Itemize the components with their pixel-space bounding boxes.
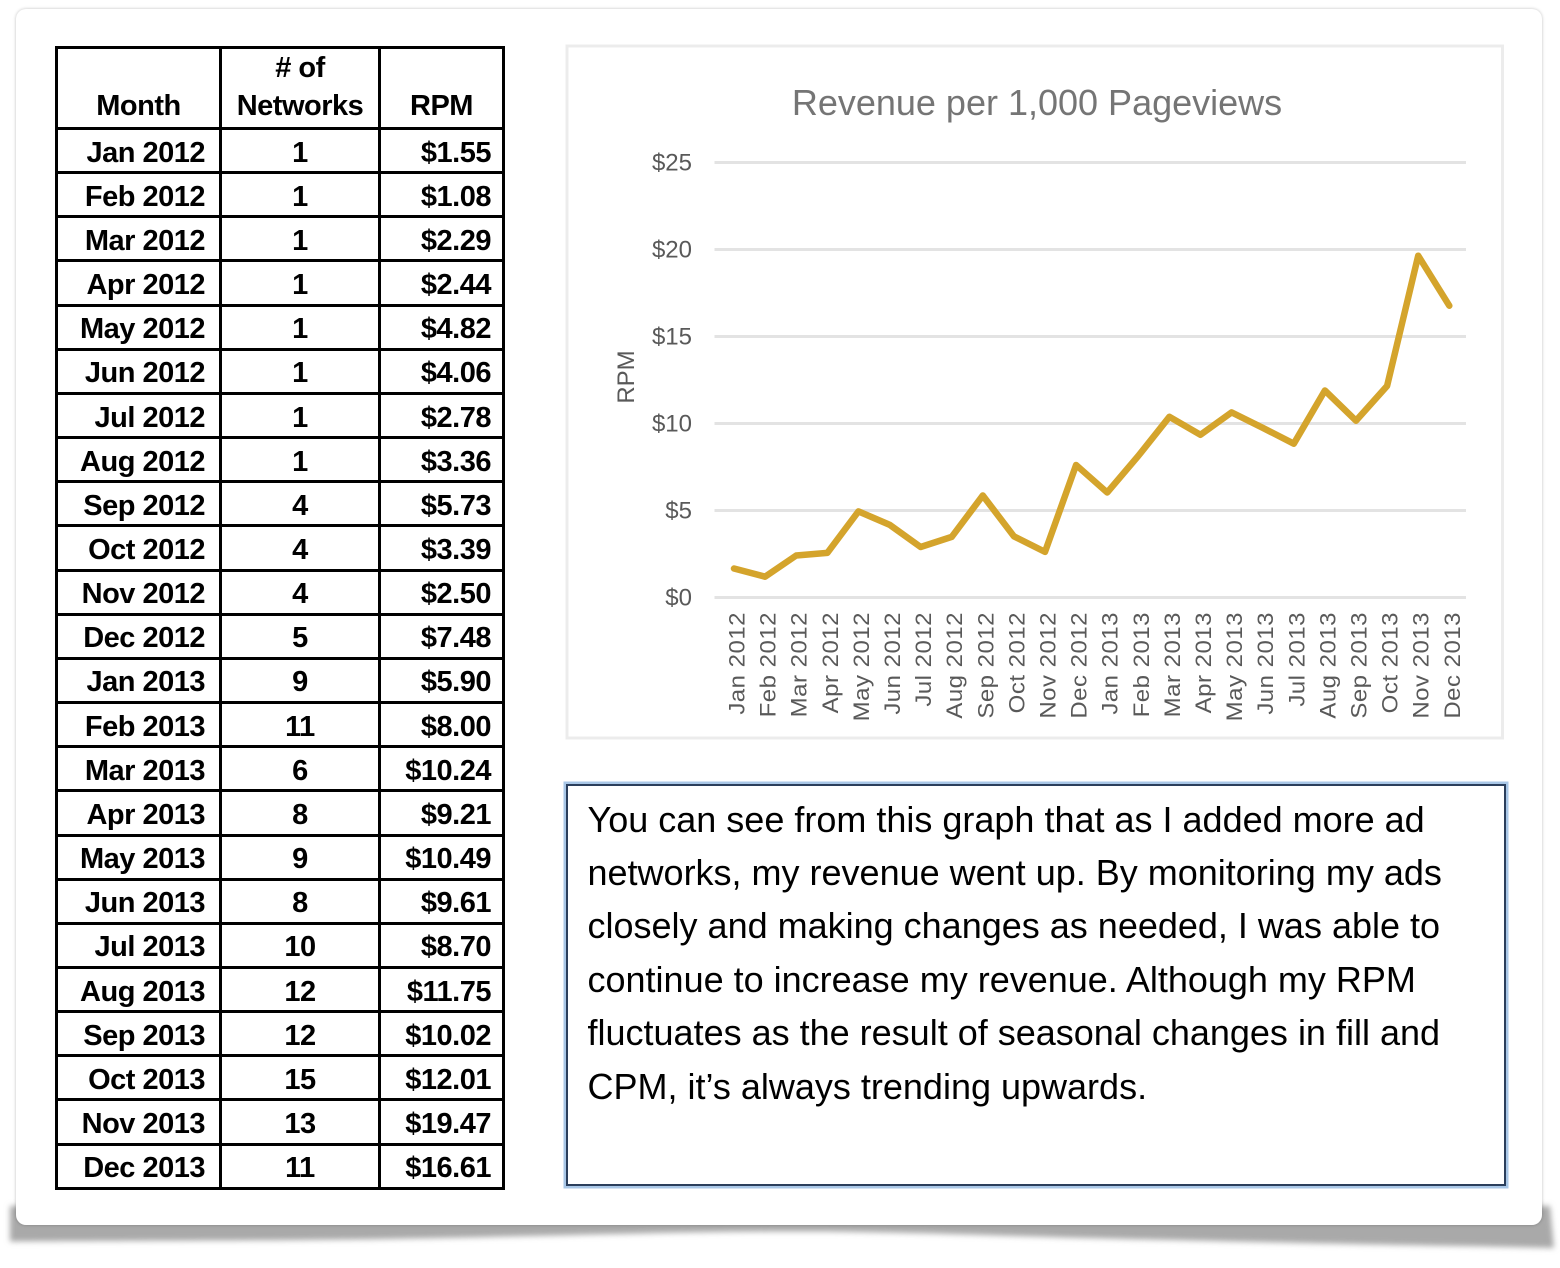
svg-text:Jun 2013: Jun 2013 (1253, 612, 1278, 715)
svg-text:Oct 2013: Oct 2013 (1377, 612, 1402, 713)
svg-text:Jan 2012: Jan 2012 (724, 612, 749, 715)
svg-text:Nov 2013: Nov 2013 (1408, 612, 1433, 719)
svg-text:$25: $25 (652, 150, 692, 177)
svg-text:Dec 2013: Dec 2013 (1440, 612, 1465, 719)
svg-text:Jan 2013: Jan 2013 (1097, 612, 1122, 715)
svg-text:$0: $0 (665, 585, 692, 612)
svg-text:Revenue per 1,000 Pageviews: Revenue per 1,000 Pageviews (792, 82, 1282, 123)
svg-text:Mar 2013: Mar 2013 (1160, 612, 1185, 717)
svg-text:Apr 2012: Apr 2012 (818, 612, 843, 713)
svg-text:Jul 2013: Jul 2013 (1284, 612, 1309, 707)
svg-text:$10: $10 (652, 411, 692, 438)
svg-text:Sep 2013: Sep 2013 (1346, 612, 1371, 719)
svg-text:Oct 2012: Oct 2012 (1004, 612, 1029, 713)
svg-text:Mar 2012: Mar 2012 (786, 612, 811, 717)
svg-text:Apr 2013: Apr 2013 (1191, 612, 1216, 713)
svg-text:Aug 2013: Aug 2013 (1315, 612, 1340, 719)
svg-text:Feb 2013: Feb 2013 (1129, 612, 1154, 717)
svg-text:Jul 2012: Jul 2012 (911, 612, 936, 707)
svg-text:Nov 2012: Nov 2012 (1035, 612, 1060, 719)
svg-text:Feb 2012: Feb 2012 (755, 612, 780, 717)
svg-text:Sep 2012: Sep 2012 (973, 612, 998, 719)
svg-text:$5: $5 (665, 498, 692, 525)
svg-text:$20: $20 (652, 237, 692, 264)
svg-text:RPM: RPM (613, 350, 640, 403)
svg-text:May 2013: May 2013 (1222, 612, 1247, 721)
svg-text:$15: $15 (652, 324, 692, 351)
svg-text:May 2012: May 2012 (849, 612, 874, 721)
svg-text:Aug 2012: Aug 2012 (942, 612, 967, 719)
svg-text:Jun 2012: Jun 2012 (880, 612, 905, 715)
svg-text:Dec 2012: Dec 2012 (1066, 612, 1091, 719)
